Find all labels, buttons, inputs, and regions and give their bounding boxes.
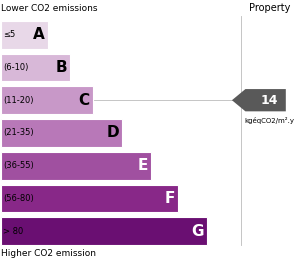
Bar <box>1 217 207 245</box>
Text: Lower CO2 emissions: Lower CO2 emissions <box>1 4 97 13</box>
Text: G: G <box>192 224 204 239</box>
Bar <box>1 119 122 147</box>
Bar <box>1 86 93 114</box>
Text: kgéqCO2/m².y: kgéqCO2/m².y <box>244 117 295 124</box>
Text: F: F <box>164 191 175 206</box>
Text: D: D <box>106 126 119 140</box>
Text: C: C <box>79 93 90 108</box>
Bar <box>1 152 151 180</box>
Bar <box>1 21 48 49</box>
Text: A: A <box>33 27 45 42</box>
Text: (21-35): (21-35) <box>3 128 34 138</box>
Text: B: B <box>56 60 67 75</box>
Text: (6-10): (6-10) <box>3 63 29 72</box>
Text: (36-55): (36-55) <box>3 161 34 170</box>
Text: (11-20): (11-20) <box>3 96 34 105</box>
Text: > 80: > 80 <box>3 227 24 236</box>
Text: (56-80): (56-80) <box>3 194 34 203</box>
Text: Property: Property <box>249 3 290 13</box>
Bar <box>1 185 178 212</box>
Text: E: E <box>138 158 148 173</box>
Text: ≤5: ≤5 <box>3 30 16 39</box>
Text: 14: 14 <box>261 94 278 107</box>
Text: Higher CO2 emission: Higher CO2 emission <box>1 249 96 258</box>
Polygon shape <box>232 89 286 111</box>
Bar <box>1 54 70 81</box>
